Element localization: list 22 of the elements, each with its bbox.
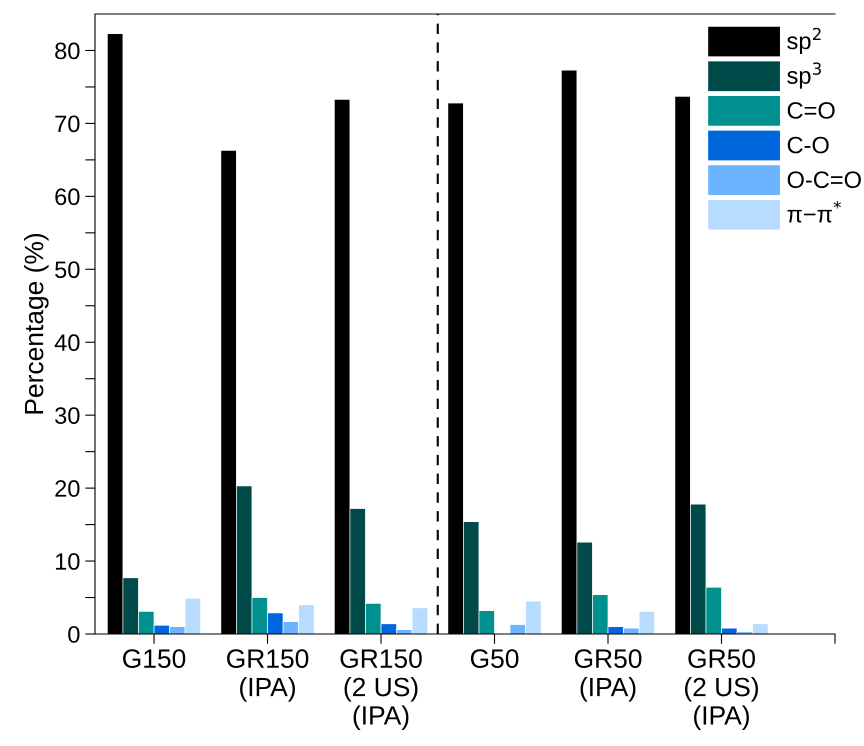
y-tick-label: 30 (55, 407, 80, 424)
x-tick-label: G150 (123, 649, 186, 668)
legend-label: C=O (788, 102, 835, 119)
x-tick-label: G50 (470, 649, 518, 668)
y-tick-label: 60 (55, 188, 80, 206)
legend-label: sp$^{3}$ (787, 62, 821, 89)
y-tick-label: 10 (56, 553, 80, 570)
legend-label: sp$^{2}$ (787, 28, 821, 54)
x-tick-label: GR50 (IPA) (574, 649, 642, 702)
x-tick-label: GR50 (2 US) (IPA) (685, 649, 758, 730)
y-axis-title: Percentage (%) (24, 234, 49, 414)
legend-label: C-O (788, 136, 829, 154)
y-tick-label: 50 (55, 261, 80, 278)
y-tick-label: 0 (68, 626, 80, 643)
x-tick-label: GR150 (2 US) (IPA) (340, 649, 422, 730)
legend-label: π−π$^{*}$ (787, 201, 841, 223)
y-tick-label: 20 (55, 480, 80, 497)
y-tick-label: 70 (55, 115, 80, 132)
legend-label: O-C=O (788, 171, 861, 188)
x-tick-label: GR150 (IPA) (227, 649, 308, 702)
y-tick-label: 40 (54, 334, 80, 352)
y-tick-label: 80 (55, 42, 80, 60)
